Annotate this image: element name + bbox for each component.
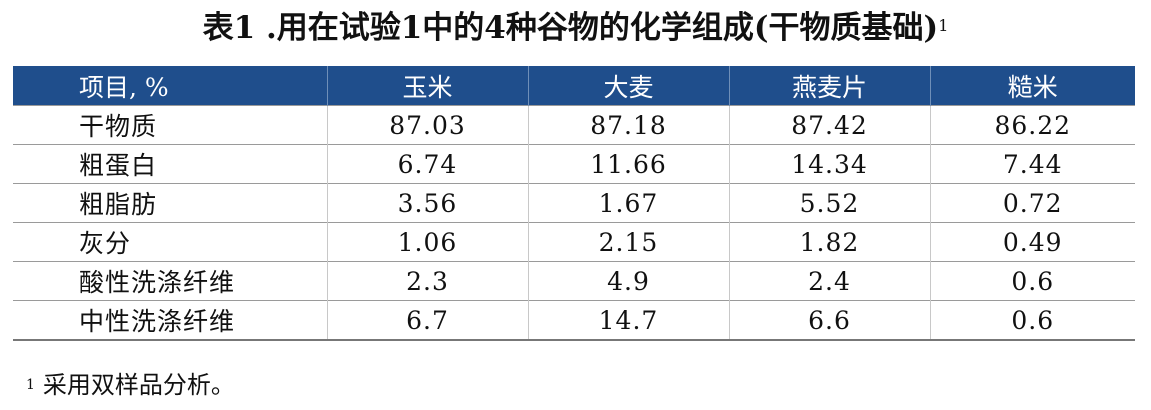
- cell: 86.22: [930, 105, 1135, 145]
- cell: 11.66: [528, 144, 730, 184]
- cell: 4.9: [528, 261, 730, 301]
- row-label: 粗蛋白: [13, 144, 328, 184]
- row-label: 粗脂肪: [13, 183, 328, 223]
- table-row: 粗蛋白 6.74 11.66 14.34 7.44: [13, 144, 1135, 184]
- cell: 0.72: [930, 183, 1135, 223]
- table-title: 表1 .用在试验1中的4种谷物的化学组成(干物质基础)1: [0, 6, 1151, 50]
- data-table: 项目, % 玉米 大麦 燕麦片 糙米 干物质 87.03 87.18 87.42 86.22 粗蛋…: [13, 66, 1135, 341]
- cell: 87.42: [729, 105, 931, 145]
- table-body: 干物质 87.03 87.18 87.42 86.22 粗蛋白 6.74 11.66 14.34…: [13, 105, 1135, 341]
- cell: 7.44: [930, 144, 1135, 184]
- table-row: 粗脂肪 3.56 1.67 5.52 0.72: [13, 183, 1135, 223]
- cell: 1.67: [528, 183, 730, 223]
- cell: 0.6: [930, 261, 1135, 301]
- header-cell: 燕麦片: [729, 66, 931, 106]
- cell: 2.4: [729, 261, 931, 301]
- header-cell: 玉米: [327, 66, 529, 106]
- cell: 14.34: [729, 144, 931, 184]
- cell: 5.52: [729, 183, 931, 223]
- cell: 87.03: [327, 105, 529, 145]
- row-label: 酸性洗涤纤维: [13, 261, 328, 301]
- table-row: 灰分 1.06 2.15 1.82 0.49: [13, 222, 1135, 262]
- footnote-marker: 1: [26, 377, 35, 393]
- cell: 14.7: [528, 300, 730, 341]
- table-row: 中性洗涤纤维 6.7 14.7 6.6 0.6: [13, 300, 1135, 341]
- cell: 3.56: [327, 183, 529, 223]
- cell: 2.3: [327, 261, 529, 301]
- footnote-text: 采用双样品分析。: [42, 371, 235, 399]
- cell: 1.06: [327, 222, 529, 262]
- header-cell: 项目, %: [13, 66, 328, 106]
- footnote: 1 采用双样品分析。: [26, 368, 235, 402]
- table-row: 酸性洗涤纤维 2.3 4.9 2.4 0.6: [13, 261, 1135, 301]
- row-label: 干物质: [13, 105, 328, 145]
- cell: 1.82: [729, 222, 931, 262]
- cell: 6.74: [327, 144, 529, 184]
- table-row: 干物质 87.03 87.18 87.42 86.22: [13, 105, 1135, 145]
- cell: 6.6: [729, 300, 931, 341]
- cell: 0.49: [930, 222, 1135, 262]
- header-cell: 大麦: [528, 66, 730, 106]
- row-label: 灰分: [13, 222, 328, 262]
- title-superscript: 1: [938, 16, 949, 35]
- title-text: 表1 .用在试验1中的4种谷物的化学组成(干物质基础): [202, 10, 939, 46]
- cell: 6.7: [327, 300, 529, 341]
- cell: 87.18: [528, 105, 730, 145]
- cell: 0.6: [930, 300, 1135, 341]
- cell: 2.15: [528, 222, 730, 262]
- header-cell: 糙米: [930, 66, 1135, 106]
- row-label: 中性洗涤纤维: [13, 300, 328, 341]
- header-row: 项目, % 玉米 大麦 燕麦片 糙米: [13, 66, 1135, 106]
